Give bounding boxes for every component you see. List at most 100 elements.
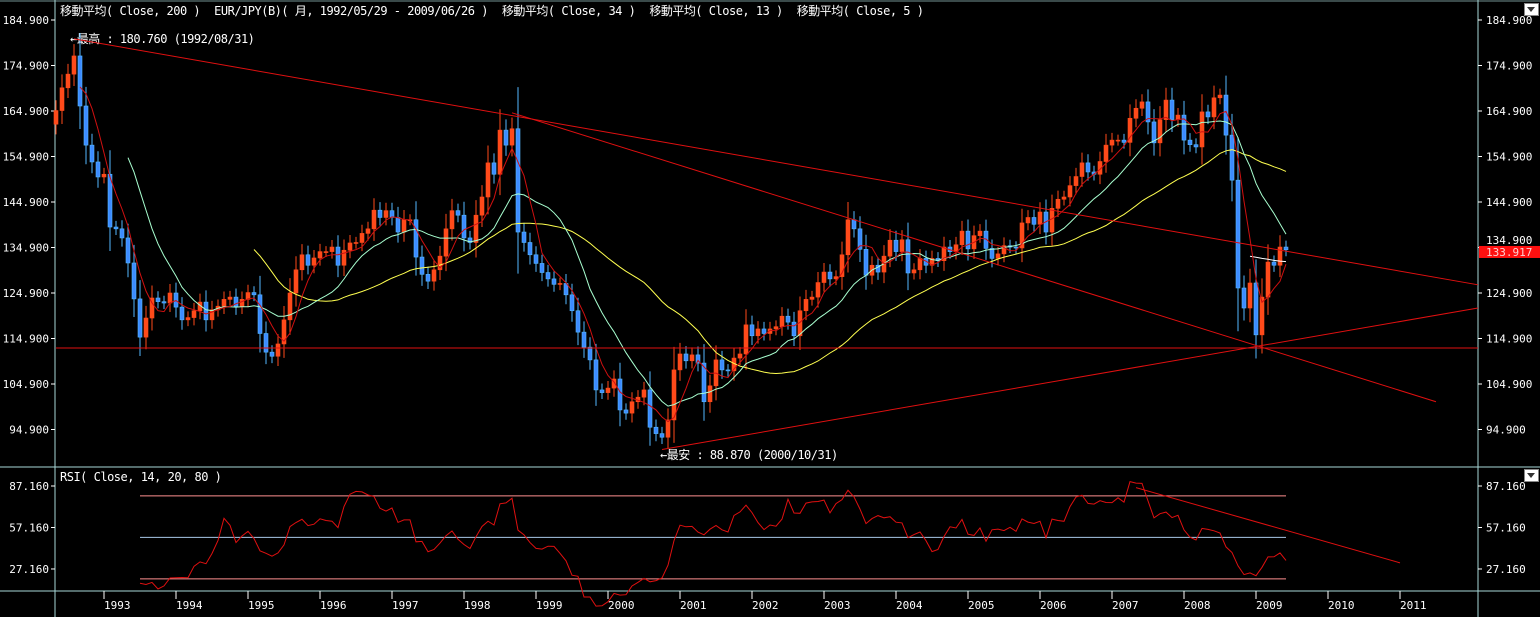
candle-up [833,276,839,280]
x-tick-label: 2003 [824,599,851,612]
candle-down [725,369,731,372]
candle-up [845,219,851,256]
candle-down [107,173,113,228]
candle-up [1133,107,1139,119]
price-panel-menu-button[interactable] [1524,3,1539,16]
candle-down [1169,99,1175,120]
candle-up [665,419,671,438]
candle-up [839,254,845,277]
candle-up [737,353,743,359]
candle-up [1247,282,1253,309]
candle-down [491,162,497,175]
candle-down [269,351,275,357]
x-tick-label: 2008 [1184,599,1211,612]
candle-down [545,272,551,280]
candle-down [539,263,545,273]
ma34-legend: 移動平均( Close, 34 ) [501,4,636,18]
candle-up [71,55,77,75]
candle-up [383,210,389,218]
y-tick-label-right: 154.900 [1486,151,1532,164]
candle-up [431,269,437,282]
candle-up [191,310,197,318]
y-tick-label-left: 114.900 [3,333,49,346]
candle-down [89,144,95,163]
candle-up [911,269,917,274]
candle-down [761,328,767,334]
current-price-label: 133.917 [1486,246,1532,259]
candle-down [419,256,425,275]
candle-down [587,346,593,361]
y-tick-label-left: 104.900 [3,378,49,391]
candle-up [1109,139,1115,146]
candle-up [809,296,815,300]
candle-down [1235,179,1241,289]
candle-up [821,271,827,283]
rsi-tick-label-right: 27.160 [1486,563,1526,576]
candle-up [707,385,713,403]
candle-down [863,249,869,276]
candle-down [1241,287,1247,309]
candle-down [827,271,833,280]
y-tick-label-right: 164.900 [1486,105,1532,118]
candle-up [1049,208,1055,233]
candle-down [125,237,131,264]
candle-down [1181,114,1187,141]
candle-down [983,230,989,249]
candle-down [905,239,911,274]
y-tick-label-right: 94.900 [1486,424,1526,437]
candle-up [359,233,365,243]
candle-down [599,389,605,393]
candle-down [467,237,473,243]
candle-down [413,219,419,258]
x-tick-label: 1994 [176,599,203,612]
candle-up [329,246,335,252]
candle-down [593,359,599,391]
candle-up [1061,196,1067,200]
candle-down [137,298,143,338]
x-tick-label: 2005 [968,599,995,612]
candle-up [437,255,443,271]
candle-up [1199,111,1205,148]
candle-down [1187,139,1193,145]
ma13-line [127,120,1287,407]
candle-up [221,299,227,307]
candle-down [257,294,263,334]
candle-up [353,242,359,244]
candle-down [233,296,239,307]
x-tick-label: 2010 [1328,599,1355,612]
x-tick-label: 2009 [1256,599,1283,612]
candle-down [1121,139,1127,143]
candle-up [311,257,317,266]
price-trendline [661,307,1479,451]
candle-up [755,328,761,337]
candle-down [461,214,467,239]
candle-down [551,278,557,285]
candle-up [977,230,983,236]
candle-up [815,282,821,298]
candle-down [965,230,971,250]
candle-down [1151,121,1157,144]
y-tick-label-left: 174.900 [3,60,49,73]
candle-up [671,369,677,421]
y-tick-label-left: 184.900 [3,14,49,27]
candle-up [611,378,617,389]
candle-down [521,231,527,243]
candle-down [575,310,581,333]
candle-down [791,321,797,337]
x-tick-label: 1998 [464,599,491,612]
candle-down [1031,217,1037,225]
candle-down [533,254,539,264]
candle-down [1271,261,1277,266]
candle-down [77,55,83,107]
candle-up [323,251,329,253]
ma13-legend: 移動平均( Close, 13 ) [649,4,783,18]
rsi-panel-menu-button[interactable] [1524,469,1539,482]
y-tick-label-left: 164.900 [3,105,49,118]
candle-down [179,306,185,321]
candle-up [1157,119,1163,144]
candle-up [917,258,923,271]
candle-up [1277,246,1283,266]
candle-up [365,228,371,234]
candle-up [1127,117,1133,143]
